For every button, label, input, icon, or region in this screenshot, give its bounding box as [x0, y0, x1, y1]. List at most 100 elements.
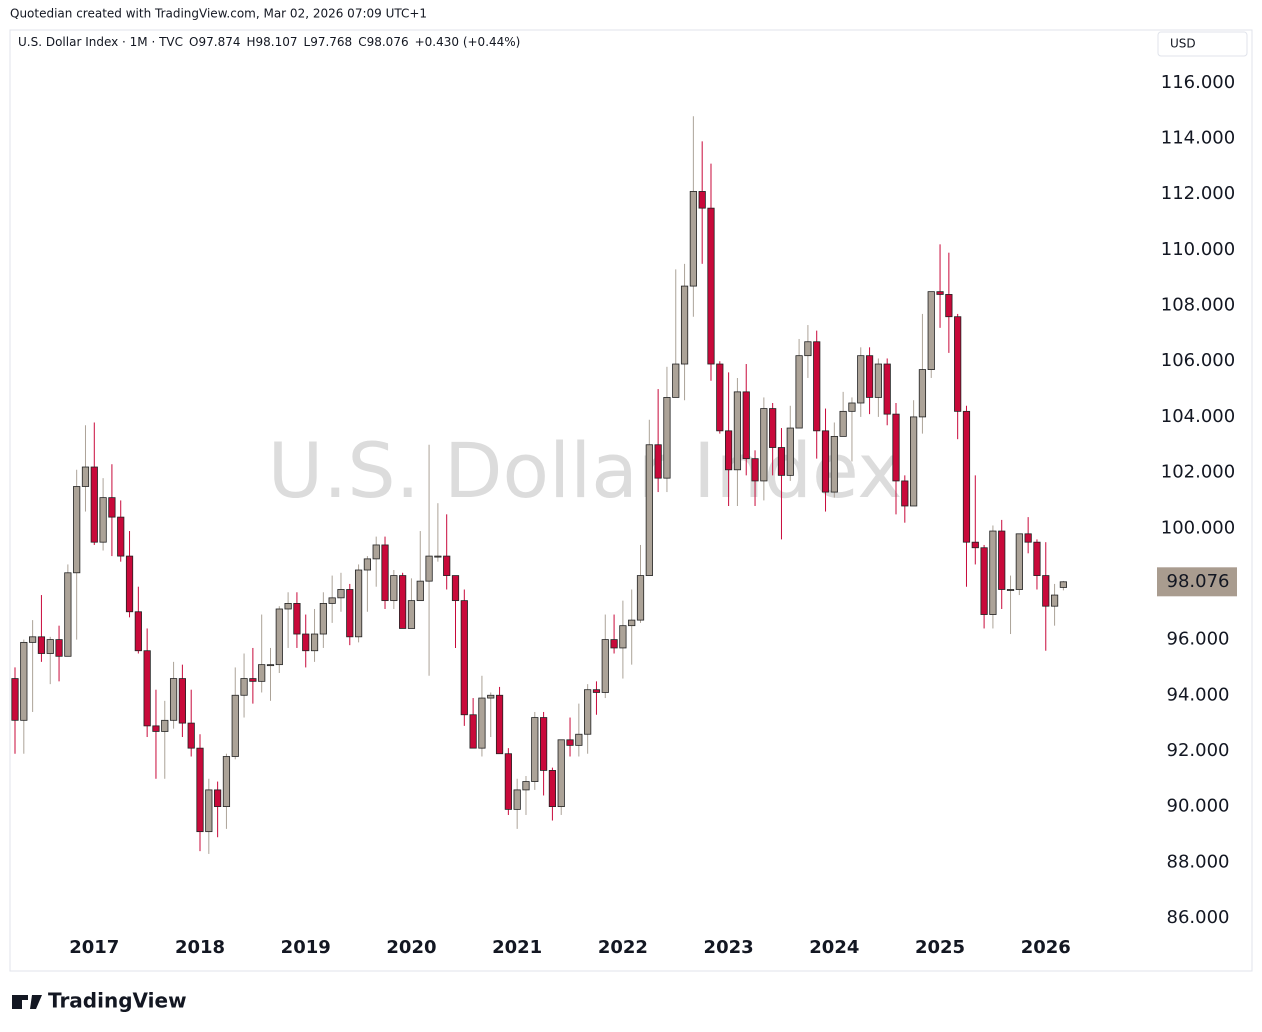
candle-body [821, 430, 830, 493]
candle-body [258, 664, 266, 682]
candle-body [266, 664, 275, 667]
candle-body [152, 725, 160, 732]
candle-body [592, 689, 601, 693]
candle-body [848, 402, 856, 412]
candle-body [513, 789, 521, 810]
candle-body [125, 555, 134, 613]
candle-body [354, 569, 363, 638]
candle-body [178, 678, 186, 724]
candle-body [372, 544, 380, 560]
y-tick-label: 96.000 [1167, 629, 1230, 650]
candle-body [689, 191, 697, 287]
candle-body [786, 427, 794, 476]
candle-body [804, 341, 812, 357]
candle-body [751, 458, 759, 482]
candle-body [927, 291, 935, 370]
candle-body [319, 603, 327, 635]
candle-body [90, 466, 98, 543]
logo-icon [12, 995, 22, 1009]
y-tick-label: 88.000 [1167, 851, 1230, 872]
header-credit: Quotedian created with TradingView.com, … [10, 7, 427, 21]
candle-body [407, 600, 416, 629]
x-tick-label: 2018 [175, 937, 225, 958]
candle-body [962, 410, 971, 543]
y-tick-label: 116.000 [1161, 72, 1235, 93]
currency[interactable]: USD [1170, 37, 1196, 51]
candle-body [231, 694, 239, 757]
candle-body [795, 355, 803, 429]
candle-body [742, 391, 750, 460]
candle-body [487, 694, 495, 699]
candle-body [346, 589, 354, 638]
candle-body [654, 444, 662, 479]
candle-body [672, 363, 680, 398]
candle-body [29, 636, 37, 643]
candle-body [610, 639, 618, 649]
x-tick-label: 2017 [69, 937, 119, 958]
candle-body [918, 369, 927, 418]
candle-body [813, 341, 821, 432]
candle-body [566, 739, 574, 746]
low-value: 97.768 [310, 35, 352, 49]
x-tick-label: 2023 [704, 937, 754, 958]
candle-body [1042, 575, 1050, 607]
candle-body [980, 547, 988, 615]
candle-body [504, 753, 512, 810]
candle-body [134, 611, 142, 652]
candle-body [328, 597, 336, 604]
logo-icon [30, 995, 42, 1009]
candle-body [381, 544, 389, 602]
candle-body [557, 739, 565, 808]
logo-icon [22, 995, 28, 1000]
x-tick-label: 2024 [809, 937, 859, 958]
candle-body [892, 413, 900, 482]
y-tick-label: 112.000 [1161, 183, 1235, 204]
candle-body [522, 781, 530, 791]
candle-body [55, 639, 63, 657]
last-price-label: 98.076 [1167, 571, 1230, 592]
tradingview-logo: TradingView [12, 989, 187, 1013]
candle-body [443, 555, 451, 576]
candle-body [81, 466, 90, 487]
y-tick-label: 114.000 [1161, 128, 1235, 149]
candle-body [865, 355, 874, 398]
currency-box[interactable] [1157, 31, 1248, 57]
candle-body [460, 600, 468, 716]
candle-body [760, 408, 768, 482]
candle-body [284, 603, 292, 610]
candle-body [619, 625, 627, 649]
candle-body [531, 717, 539, 782]
candle-body [240, 678, 248, 696]
ohlc-label: C [358, 35, 366, 49]
candle-body [910, 416, 918, 507]
candle-body [874, 363, 882, 398]
candle-body [1050, 594, 1059, 607]
logo-text: TradingView [48, 989, 187, 1013]
candle-body [390, 575, 398, 602]
candle-body [839, 410, 847, 437]
candle-body [716, 363, 724, 432]
last-price-box [1157, 567, 1237, 597]
candle-body [425, 555, 433, 582]
candle-body [989, 530, 997, 615]
y-tick-label: 100.000 [1161, 517, 1235, 538]
x-tick-label: 2025 [915, 937, 965, 958]
candle-body [205, 789, 213, 833]
y-tick-label: 108.000 [1161, 295, 1235, 316]
candle-body [20, 641, 28, 721]
candle-body [249, 678, 257, 682]
candle-body [830, 435, 838, 493]
x-tick-label: 2019 [281, 937, 331, 958]
candle-body [451, 575, 460, 602]
candle-body [901, 480, 909, 507]
y-tick-label: 102.000 [1161, 462, 1235, 483]
candle-body [636, 575, 645, 621]
candle-body [310, 633, 319, 652]
candle-body [601, 639, 609, 693]
candle-body [1006, 589, 1015, 591]
candle-body [1015, 533, 1023, 590]
candle-body [46, 639, 54, 654]
candle-body [1059, 581, 1067, 588]
